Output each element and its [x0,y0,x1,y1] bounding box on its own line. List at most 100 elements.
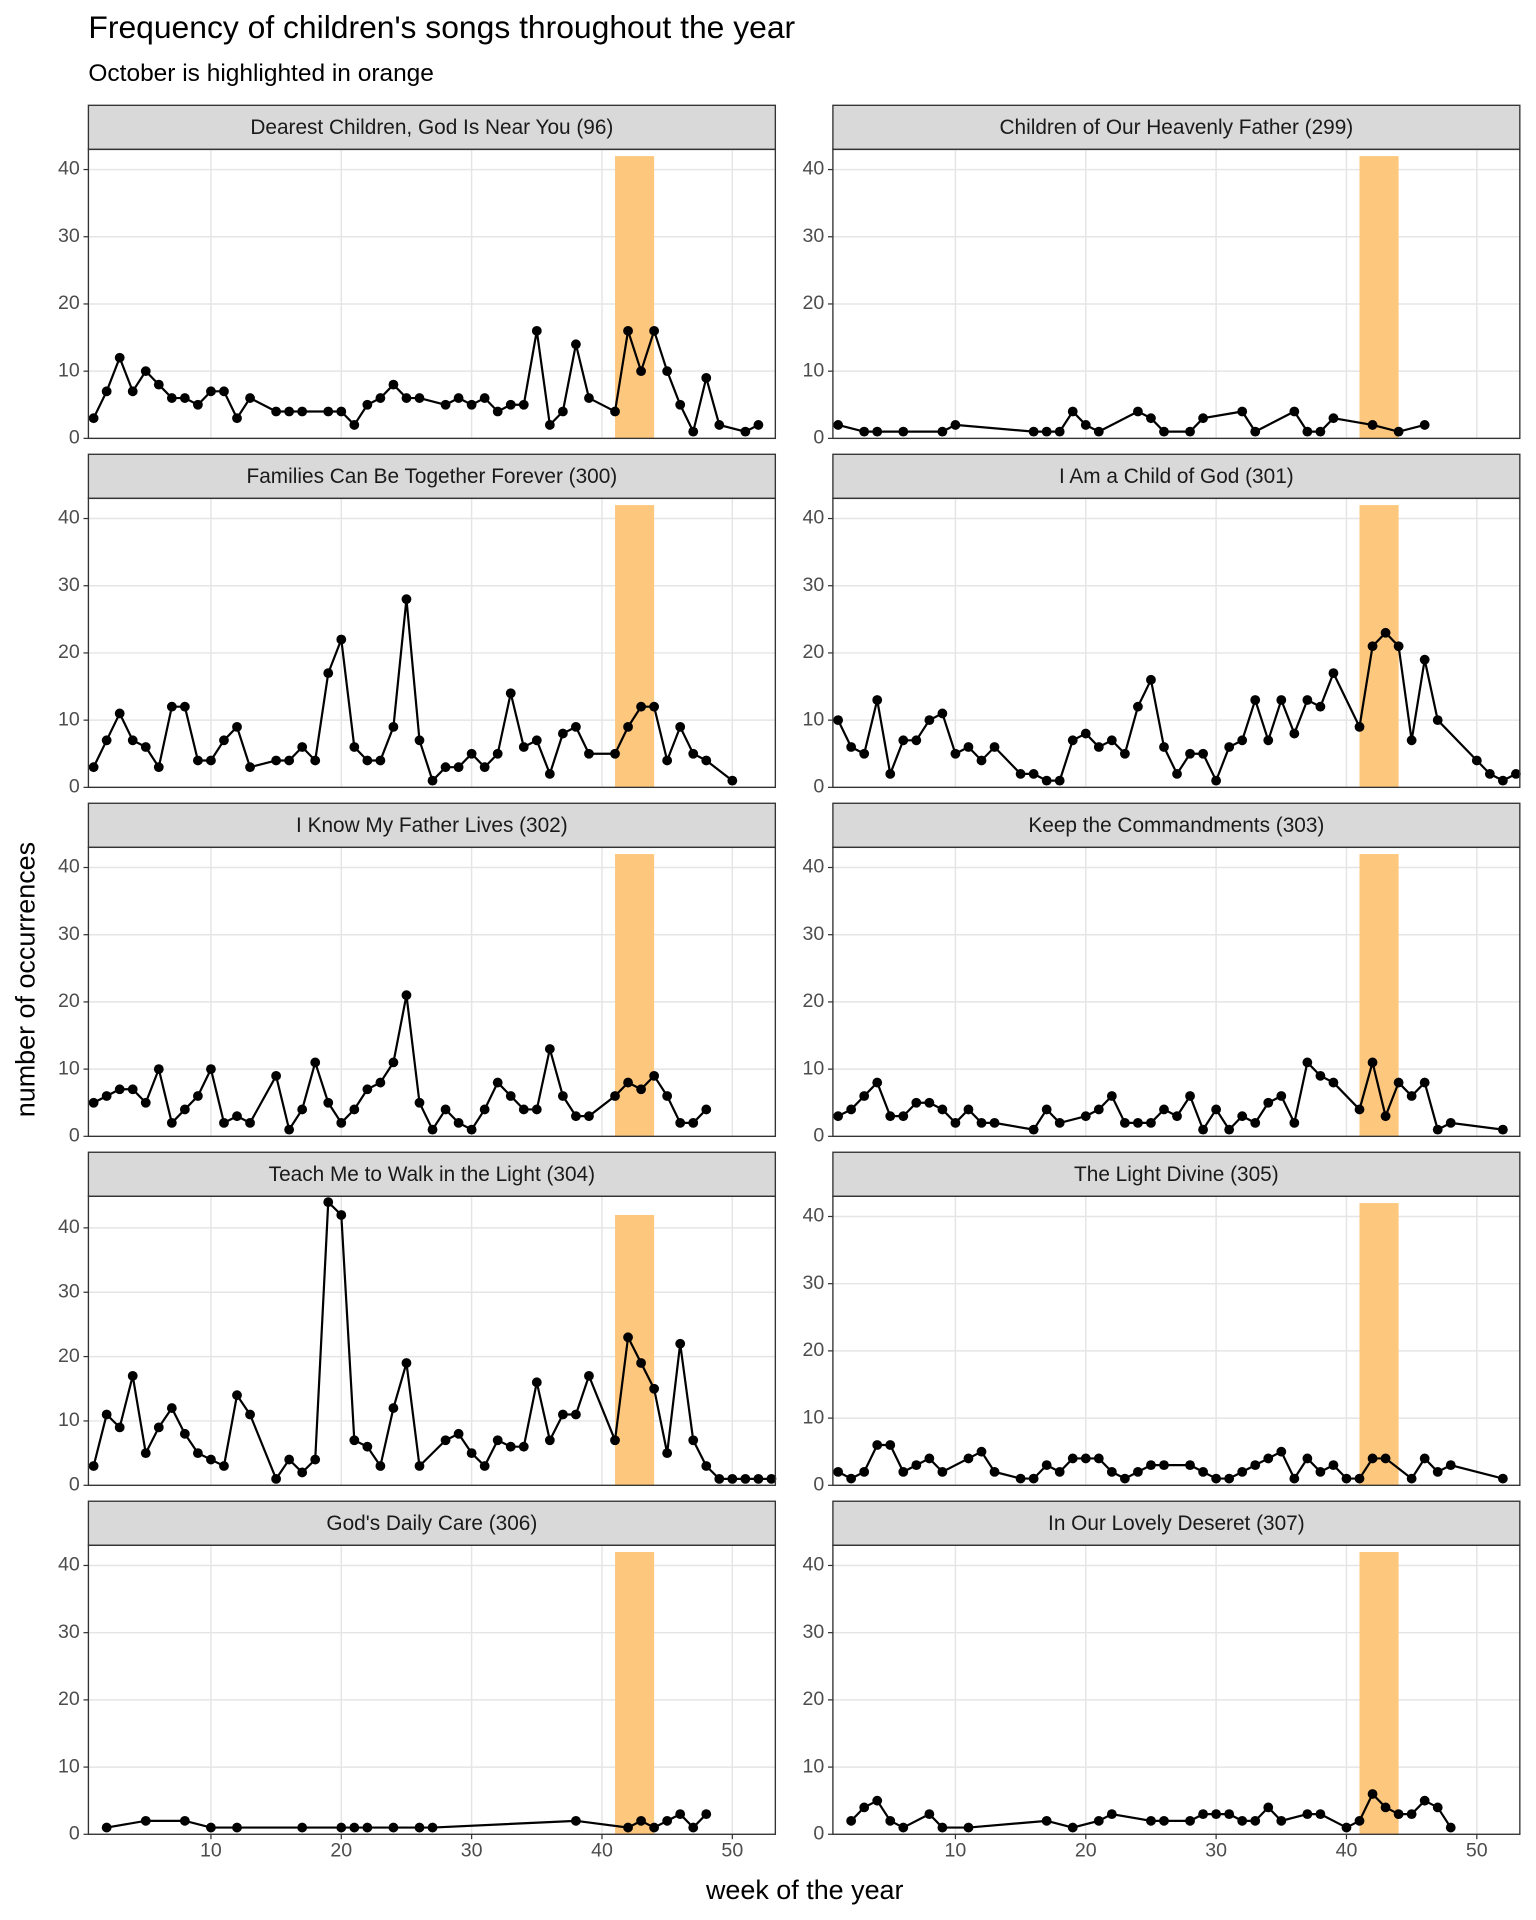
data-point [349,420,360,430]
data-point [310,1057,321,1068]
data-point [1419,654,1430,665]
data-point [1250,426,1261,437]
facet-title: Dearest Children, God Is Near You (96) [250,116,613,139]
facet-title: Teach Me to Walk in the Light (304) [269,1163,595,1186]
data-point [1106,735,1117,746]
panel-border [832,1544,1521,1835]
x-tick-label: 20 [330,1840,352,1862]
data-point [127,386,138,397]
data-point [531,325,542,336]
data-point [1080,420,1091,430]
data-point [688,748,699,759]
data-point [571,1111,581,1122]
data-point [898,735,909,746]
data-point [885,1111,896,1122]
data-point [284,406,295,417]
data-point [714,420,725,430]
data-point [937,426,948,437]
x-tick-label: 30 [1205,1840,1227,1862]
highlight-band [615,156,655,439]
data-point [179,1428,190,1439]
panel-border [87,1195,777,1486]
data-point [1393,641,1404,652]
data-point [388,1403,399,1413]
data-point [1432,715,1443,726]
data-point [1445,1460,1456,1471]
data-point [1133,1466,1143,1477]
data-point [1172,1111,1182,1122]
data-point [898,1111,909,1122]
data-point [859,1091,870,1101]
facet-title: Families Can Be Together Forever (300) [247,465,618,488]
data-point [414,735,425,746]
y-tick-label: 20 [58,1345,80,1367]
data-point [297,1104,308,1115]
data-point [950,420,961,430]
data-point [1080,728,1091,739]
data-point [153,762,164,773]
data-point [1289,406,1300,417]
data-point [924,1453,935,1464]
data-point [1224,742,1235,752]
data-point [662,1448,673,1459]
data-point [898,1822,909,1833]
data-point [1250,1815,1261,1826]
data-point [232,721,242,732]
data-point [649,1822,660,1833]
y-tick-label: 40 [58,507,80,529]
data-point [479,1461,490,1471]
data-point [1198,1124,1208,1135]
y-tick-label: 20 [803,1339,825,1361]
facet-title: God's Daily Care (306) [326,1512,537,1535]
data-point [623,325,633,336]
data-point [479,762,490,773]
data-point [127,1084,138,1095]
y-tick-label: 40 [803,507,825,529]
y-tick-label: 40 [58,856,80,878]
facet-title: Keep the Commandments (303) [1028,814,1324,837]
data-point [336,1210,347,1220]
data-point [140,742,151,752]
data-point [140,366,151,377]
data-point [898,1466,909,1477]
data-point [1432,1802,1443,1813]
highlight-band [615,854,655,1137]
data-point [1276,1815,1287,1826]
data-point [1041,775,1052,786]
data-point [1250,695,1261,705]
data-point [1172,769,1182,779]
data-point [492,1435,503,1446]
y-tick-label: 40 [803,158,825,180]
data-point [1093,1815,1104,1826]
data-point [1419,1077,1430,1088]
data-point [1106,1091,1117,1101]
data-point [1119,1117,1130,1128]
data-point [1211,1104,1222,1115]
data-point [1185,1815,1195,1826]
data-point [349,1822,360,1833]
data-point [963,1104,974,1115]
data-point [1276,695,1287,705]
y-tick-label: 10 [58,359,80,381]
data-point [740,1473,751,1484]
data-point [636,366,646,377]
data-point [1185,748,1195,759]
data-point [101,735,112,746]
data-point [937,1466,948,1477]
data-point [219,1461,229,1471]
facet-strip [832,1500,1521,1546]
data-point [1406,1809,1417,1820]
data-point [1276,1091,1287,1101]
data-point [1146,413,1156,424]
data-point [1302,1057,1313,1068]
data-point [662,755,673,766]
data-point [1224,1809,1235,1820]
data-point [1445,1822,1456,1833]
data-point [140,1097,151,1108]
x-tick-label: 10 [200,1840,222,1862]
data-point [1237,1111,1248,1122]
data-point [114,1084,125,1095]
data-point [153,1064,164,1075]
data-point [859,1466,870,1477]
data-point [518,1441,529,1452]
